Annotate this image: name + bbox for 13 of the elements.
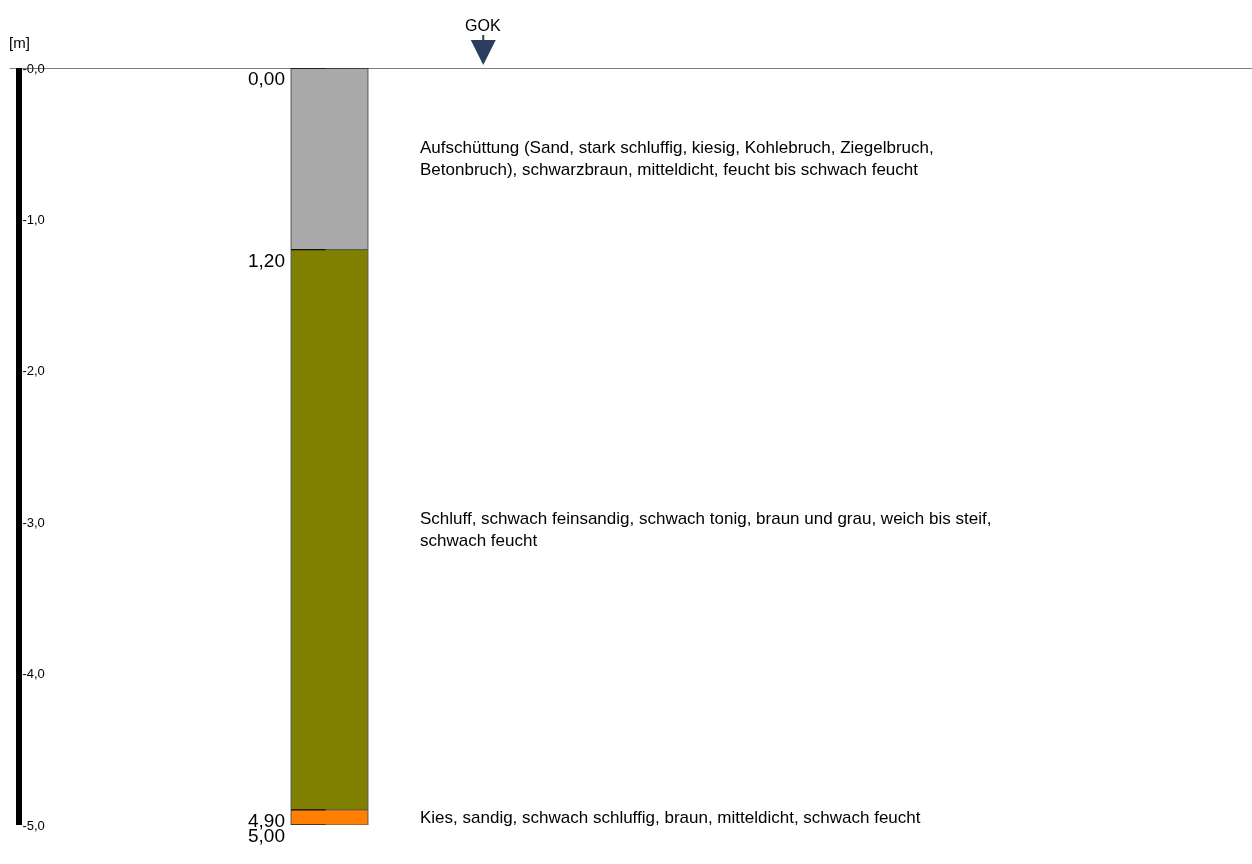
annotation: Schluff, schwach feinsandig, schwach tonig, braun und grau, weich bis steif, schwach feucht xyxy=(420,509,992,551)
y-tick-label: -2,0 xyxy=(22,363,45,379)
annotation: Kies, sandig, schwach schluffig, braun, mitteldicht, schwach feucht xyxy=(420,808,921,827)
annotation: 0,00 xyxy=(248,68,285,89)
y-axis-title: [m] xyxy=(9,34,30,51)
y-tick-label: -1,0 xyxy=(22,211,45,227)
y-tick-label: -0,0 xyxy=(22,60,45,76)
annotation: Aufschüttung (Sand, stark schluffig, kiesig, Kohlebruch, Ziegelbruch, Betonbruch), schwarzbraun, mitteldicht, feucht bis schwach feucht xyxy=(420,138,934,180)
ref-line-label: GOK xyxy=(465,17,501,34)
y-tick-label: -3,0 xyxy=(22,514,45,530)
annotation: 1,20 xyxy=(248,250,285,271)
y-tick-label: -5,0 xyxy=(22,817,45,833)
y-tick-label: -4,0 xyxy=(22,666,45,682)
